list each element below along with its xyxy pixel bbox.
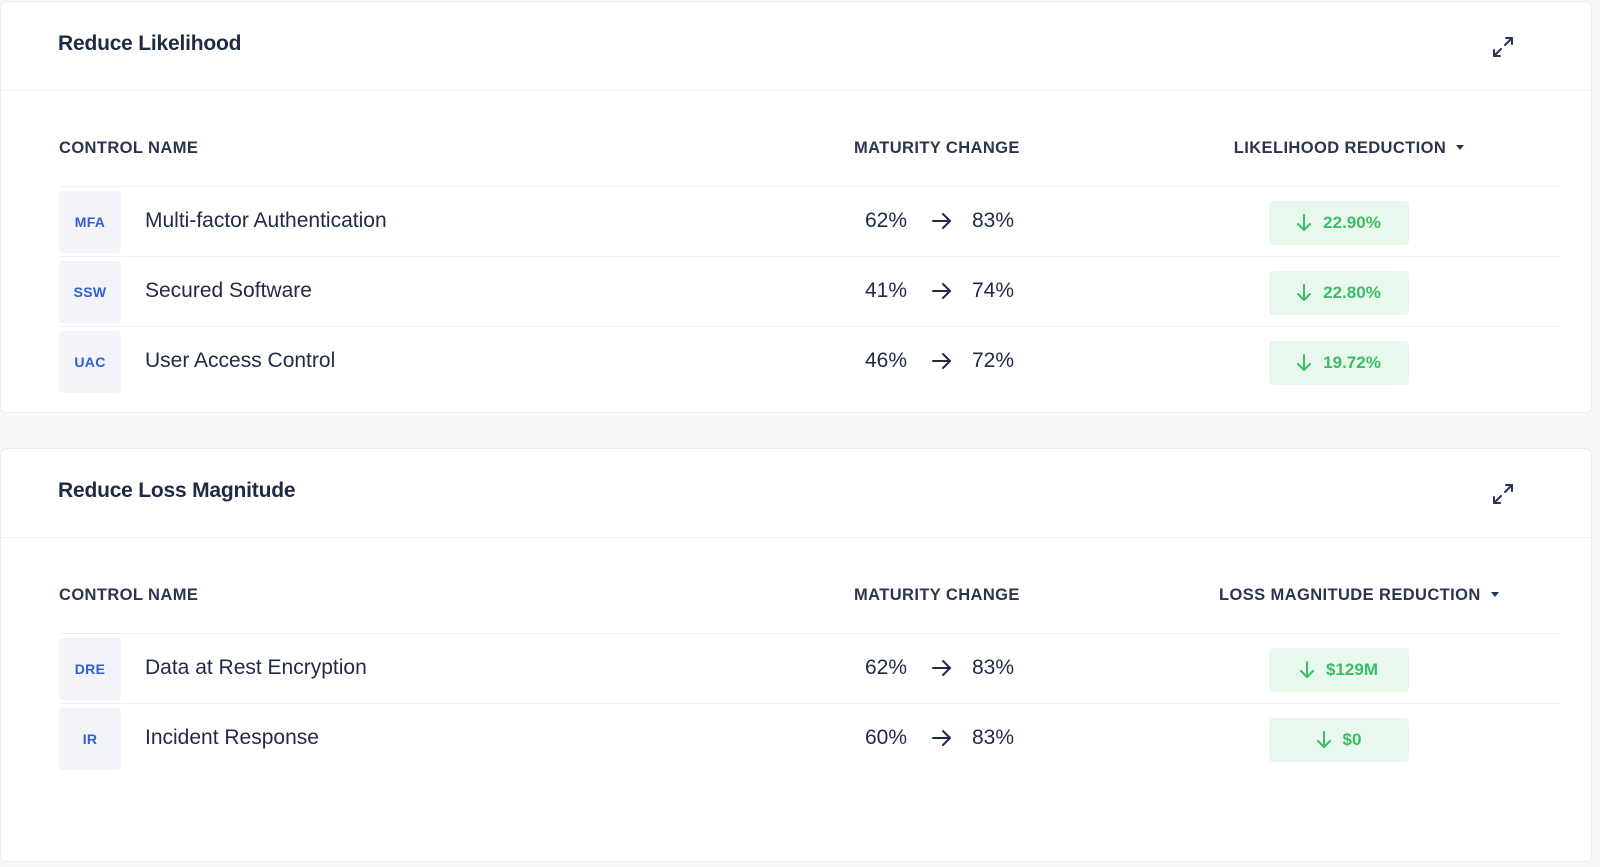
arrow-down-icon	[1300, 661, 1314, 678]
reduction-value: $129M	[1326, 660, 1378, 679]
control-name: Data at Rest Encryption	[145, 656, 367, 679]
control-abbreviation: IR	[59, 708, 121, 770]
table-header: CONTROL NAME MATURITY CHANGE LOSS MAGNIT…	[59, 573, 1561, 634]
expand-icon	[1493, 37, 1513, 57]
reduction-value: 22.90%	[1323, 213, 1381, 232]
caret-down-icon	[1490, 591, 1499, 597]
table-header: CONTROL NAME MATURITY CHANGE LIKELIHOOD …	[59, 126, 1561, 187]
reduction-value: $0	[1342, 730, 1362, 749]
control-abbreviation: SSW	[59, 261, 121, 323]
table-row[interactable]: IR Incident Response 60% 83% $0	[59, 704, 1561, 773]
column-header-control-name: CONTROL NAME	[59, 586, 199, 604]
arrow-down-icon	[1297, 354, 1312, 371]
maturity-from: 46%	[864, 349, 907, 372]
arrow-right-icon	[932, 660, 951, 676]
control-abbreviation: MFA	[59, 191, 121, 253]
maturity-to: 72%	[972, 349, 1015, 372]
expand-button[interactable]	[1489, 480, 1517, 508]
control-name: Multi-factor Authentication	[145, 209, 387, 232]
controls-table: CONTROL NAME MATURITY CHANGE LOSS MAGNIT…	[59, 573, 1561, 773]
column-header-label: LIKELIHOOD REDUCTION	[1233, 139, 1447, 157]
arrow-down-icon	[1297, 284, 1312, 301]
arrow-right-icon	[932, 353, 951, 369]
maturity-from: 41%	[864, 279, 907, 302]
table-row[interactable]: UAC User Access Control 46% 72% 19.72%	[59, 327, 1561, 396]
column-header-label: LOSS MAGNITUDE REDUCTION	[1219, 586, 1481, 604]
arrow-right-icon	[932, 730, 951, 746]
maturity-to: 83%	[972, 209, 1015, 232]
arrow-down-icon	[1316, 731, 1331, 748]
control-name: Secured Software	[145, 279, 312, 302]
reduce-loss-magnitude-card: Reduce Loss Magnitude CONTROL NAME MATUR…	[0, 448, 1592, 862]
column-header-likelihood-reduction[interactable]: LIKELIHOOD REDUCTION	[1219, 139, 1479, 158]
card-title: Reduce Likelihood	[58, 32, 242, 55]
card-title: Reduce Loss Magnitude	[58, 479, 296, 502]
column-header-maturity-change: MATURITY CHANGE	[854, 139, 1020, 157]
table-row[interactable]: DRE Data at Rest Encryption 62% 83% $129…	[59, 634, 1561, 704]
caret-down-icon	[1456, 144, 1465, 150]
card-header: Reduce Likelihood	[1, 2, 1591, 91]
arrow-right-icon	[932, 213, 951, 229]
controls-table: CONTROL NAME MATURITY CHANGE LIKELIHOOD …	[59, 126, 1561, 396]
expand-button[interactable]	[1489, 33, 1517, 61]
arrow-right-icon	[932, 283, 951, 299]
reduction-value: 19.72%	[1323, 353, 1381, 372]
control-name: Incident Response	[145, 726, 319, 749]
control-abbreviation: UAC	[59, 331, 121, 393]
reduction-badge: 22.90%	[1269, 201, 1409, 245]
reduction-badge: 22.80%	[1269, 271, 1409, 315]
maturity-to: 83%	[972, 726, 1015, 749]
maturity-to: 74%	[972, 279, 1015, 302]
table-row[interactable]: MFA Multi-factor Authentication 62% 83% …	[59, 187, 1561, 257]
maturity-from: 62%	[864, 656, 907, 679]
reduction-value: 22.80%	[1323, 283, 1381, 302]
reduction-badge: 19.72%	[1269, 341, 1409, 385]
column-header-control-name: CONTROL NAME	[59, 139, 199, 157]
reduce-likelihood-card: Reduce Likelihood CONTROL NAME MATURITY …	[0, 1, 1592, 413]
table-row[interactable]: SSW Secured Software 41% 74% 22.80%	[59, 257, 1561, 327]
card-header: Reduce Loss Magnitude	[1, 449, 1591, 538]
reduction-badge: $129M	[1269, 648, 1409, 692]
maturity-from: 60%	[864, 726, 907, 749]
column-header-maturity-change: MATURITY CHANGE	[854, 586, 1020, 604]
maturity-to: 83%	[972, 656, 1015, 679]
reduction-badge: $0	[1269, 718, 1409, 762]
control-name: User Access Control	[145, 349, 336, 372]
arrow-down-icon	[1297, 214, 1312, 231]
maturity-from: 62%	[864, 209, 907, 232]
column-header-loss-magnitude-reduction[interactable]: LOSS MAGNITUDE REDUCTION	[1219, 586, 1499, 605]
control-abbreviation: DRE	[59, 638, 121, 700]
expand-icon	[1493, 484, 1513, 504]
